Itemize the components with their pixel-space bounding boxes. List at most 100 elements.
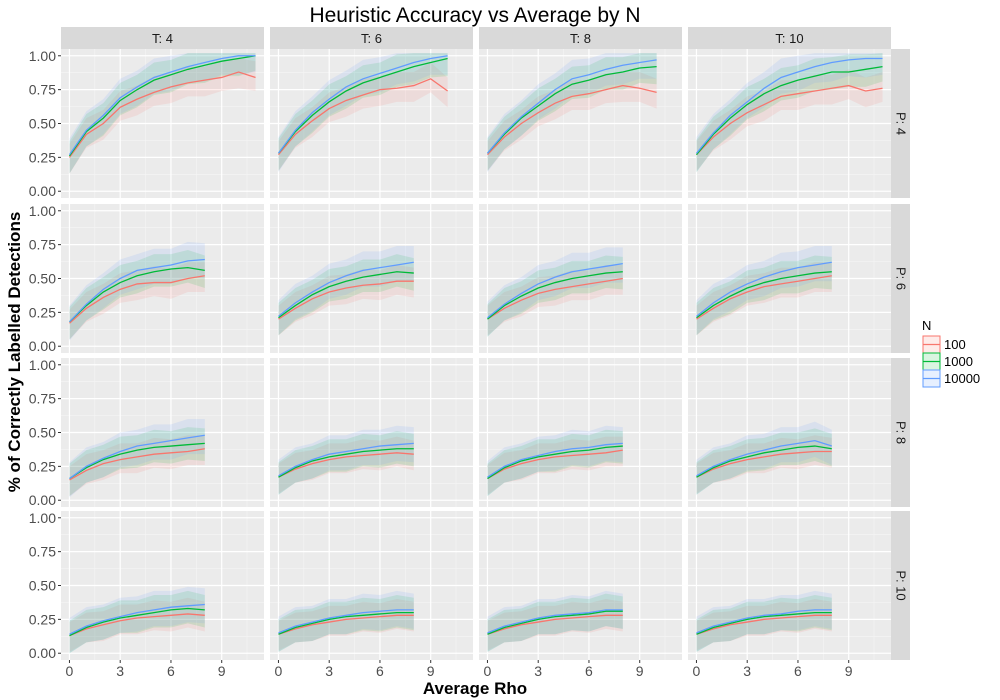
- series-line-n-1000: [696, 271, 832, 319]
- series-line-n-10000: [69, 603, 205, 635]
- series-line-n-10000: [696, 261, 832, 317]
- column-strip: [270, 27, 473, 49]
- ribbon-n-1000: [696, 594, 832, 652]
- x-tick-label: 3: [116, 663, 124, 679]
- ribbon-n-100: [696, 435, 832, 494]
- ribbon-n-1000: [696, 428, 832, 495]
- x-tick-label: 3: [325, 663, 333, 679]
- series-line-n-10000: [487, 442, 623, 478]
- ribbon-n-100: [278, 62, 448, 171]
- row-strip-label: P: 8: [894, 421, 909, 444]
- facet-panel: [688, 358, 891, 507]
- y-tick-label: 1.00: [29, 357, 56, 373]
- series-line-n-100: [69, 275, 205, 324]
- series-line-n-10000: [696, 439, 832, 477]
- facet-panel: [270, 49, 473, 198]
- row-strip-label: P: 10: [894, 570, 909, 600]
- ribbon-n-10000: [278, 245, 414, 336]
- ribbon-n-10000: [278, 425, 414, 495]
- facet-panel: [270, 511, 473, 660]
- ribbon-n-10000: [69, 586, 205, 654]
- series-line-n-100: [487, 614, 623, 635]
- ribbon-n-100: [696, 599, 832, 651]
- ribbon-n-1000: [278, 431, 414, 495]
- y-tick-label: 0.50: [29, 271, 56, 287]
- series-line-n-1000: [487, 271, 623, 320]
- series-line-n-100: [696, 614, 832, 635]
- y-tick-label: 1.00: [29, 203, 56, 219]
- legend-label: 10000: [944, 371, 980, 386]
- y-tick-label: 0.50: [29, 425, 56, 441]
- ribbon-n-100: [487, 72, 657, 171]
- y-tick-label: 0.00: [29, 183, 56, 199]
- column-strip-label: T: 10: [775, 31, 803, 46]
- legend-title: N: [922, 318, 931, 333]
- series-line-n-1000: [278, 271, 414, 319]
- x-tick-label: 9: [427, 663, 435, 679]
- column-strip: [688, 27, 891, 49]
- ribbon-n-100: [278, 264, 414, 336]
- facet-panel: [479, 511, 682, 660]
- row-strip: [890, 204, 910, 353]
- y-tick-label: 0.00: [29, 338, 56, 354]
- ribbon-n-10000: [696, 590, 832, 652]
- ribbon-n-100: [278, 599, 414, 651]
- series-line-n-10000: [696, 609, 832, 634]
- ribbon-n-1000: [69, 590, 205, 654]
- ribbon-n-100: [487, 264, 623, 336]
- series-line-n-10000: [68, 55, 256, 156]
- facet-panel: [270, 204, 473, 353]
- series-line-n-100: [486, 84, 657, 156]
- y-tick-label: 0.75: [29, 544, 56, 560]
- series-line-n-1000: [695, 65, 883, 156]
- ribbon-n-1000: [487, 53, 657, 171]
- series-line-n-1000: [487, 610, 623, 635]
- series-line-n-100: [69, 613, 205, 637]
- series-line-n-1000: [696, 611, 832, 635]
- ribbon-n-100: [69, 435, 205, 497]
- row-strip: [890, 49, 910, 198]
- row-strip: [890, 511, 910, 660]
- ribbon-n-10000: [69, 418, 205, 498]
- series-line-n-100: [277, 78, 449, 156]
- column-strip: [479, 27, 682, 49]
- ribbon-n-10000: [69, 241, 205, 341]
- series-line-n-10000: [278, 261, 414, 317]
- ribbon-n-100: [69, 262, 205, 340]
- ribbon-n-100: [69, 58, 256, 174]
- x-axis-title: Average Rho: [423, 679, 527, 698]
- legend-label: 1000: [944, 354, 973, 369]
- ribbon-n-10000: [487, 247, 623, 337]
- y-tick-label: 0.50: [29, 116, 56, 132]
- facet-panel: [479, 204, 682, 353]
- series-line-n-10000: [487, 609, 623, 634]
- facet-panel: [479, 358, 682, 507]
- ribbon-n-10000: [487, 590, 623, 652]
- y-tick-label: 0.00: [29, 645, 56, 661]
- legend-label: 100: [944, 337, 966, 352]
- ribbon-n-1000: [278, 53, 448, 171]
- x-tick-label: 3: [743, 663, 751, 679]
- series-line-n-100: [278, 280, 414, 320]
- ribbon-n-100: [696, 69, 883, 171]
- series-line-n-1000: [277, 57, 448, 154]
- series-line-n-1000: [69, 607, 205, 637]
- series-line-n-100: [278, 614, 414, 635]
- y-tick-label: 0.25: [29, 458, 56, 474]
- row-strip-label: P: 6: [894, 267, 909, 290]
- x-tick-label: 9: [845, 663, 853, 679]
- ribbon-n-10000: [278, 590, 414, 652]
- facet-panel: [61, 204, 264, 353]
- row-strip-label: P: 4: [894, 112, 909, 135]
- series-line-n-1000: [68, 55, 256, 157]
- x-tick-label: 9: [218, 663, 226, 679]
- ribbon-n-1000: [487, 429, 623, 497]
- facet-panel: [61, 511, 264, 660]
- panel-grid: T: 4 T: 6 T: 8 T: 10 P: 4 P: 6 P: 8 P: 10 0.00 0.…: [29, 27, 910, 679]
- facet-panel: [688, 49, 891, 198]
- y-axis-title: % of Correctly Labelled Detections: [5, 212, 24, 493]
- x-tick-label: 6: [167, 663, 175, 679]
- series-line-n-1000: [486, 65, 657, 154]
- ribbon-n-10000: [696, 421, 832, 495]
